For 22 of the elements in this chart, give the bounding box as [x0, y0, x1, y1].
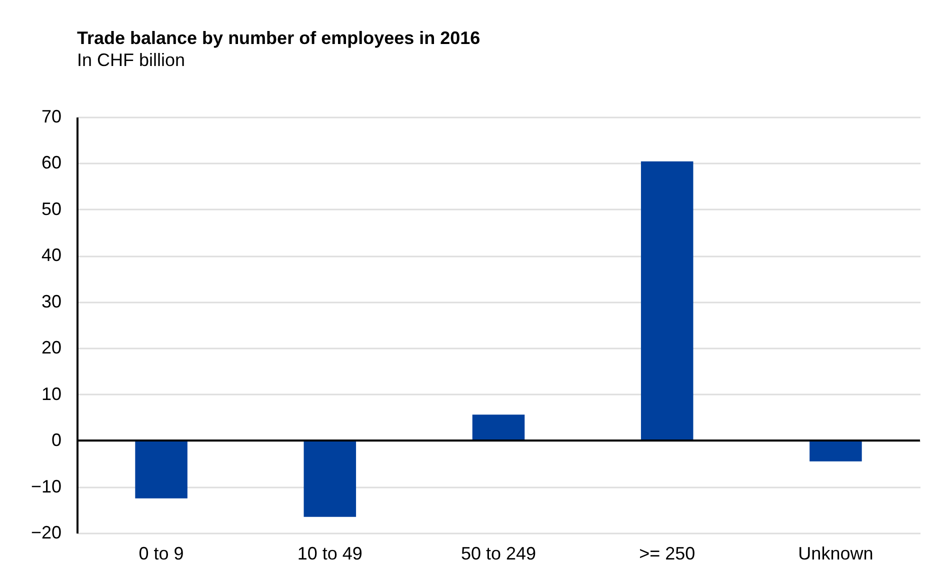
bar — [810, 440, 862, 462]
x-tick-label: 50 to 249 — [460, 544, 536, 564]
bar — [304, 440, 356, 517]
chart-subtitle: In CHF billion — [77, 50, 186, 70]
y-tick-label: 50 — [41, 198, 62, 219]
x-tick-label: >= 250 — [639, 544, 696, 564]
x-tick-label: 10 to 49 — [297, 544, 362, 564]
y-tick-label: 60 — [41, 152, 62, 173]
y-tick-label: −10 — [30, 476, 62, 496]
bar — [472, 414, 525, 441]
y-tick-label: 70 — [41, 106, 62, 126]
y-tick-label: 0 — [51, 430, 62, 450]
bar — [640, 161, 694, 441]
bar — [135, 440, 188, 498]
y-tick-label: 30 — [41, 291, 62, 312]
x-tick-label: 0 to 9 — [138, 544, 184, 564]
x-tick-label: Unknown — [798, 544, 874, 564]
y-tick-label: 10 — [41, 384, 62, 404]
y-tick-label: −20 — [30, 522, 62, 542]
chart-title: Trade balance by number of employees in 2016 — [77, 28, 480, 48]
y-tick-label: 20 — [41, 338, 62, 358]
y-tick-label: 40 — [41, 245, 62, 266]
